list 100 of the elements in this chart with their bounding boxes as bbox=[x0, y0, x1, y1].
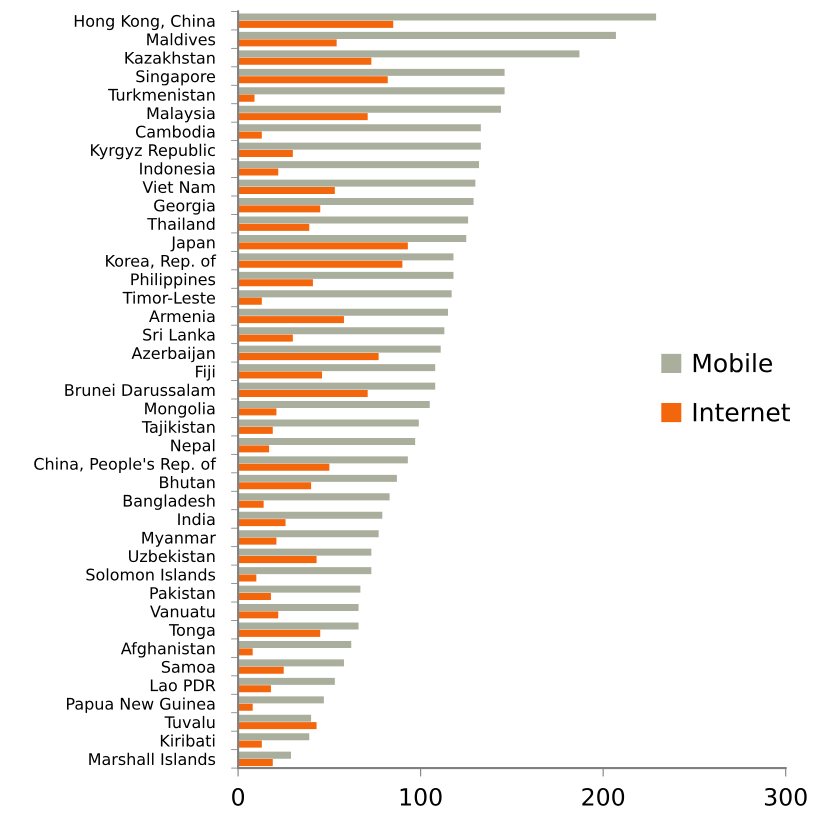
bar bbox=[238, 253, 454, 260]
y-tick-label: Indonesia bbox=[140, 162, 214, 175]
y-tick-label: Malaysia bbox=[148, 106, 214, 122]
bar bbox=[238, 205, 320, 212]
y-tick-label: Timor-Leste bbox=[122, 291, 216, 304]
bar bbox=[238, 512, 382, 519]
bar bbox=[238, 168, 278, 176]
y-tick-label: Hong Kong, China bbox=[74, 14, 214, 30]
bar bbox=[238, 242, 408, 250]
y-tick-label: Fiji bbox=[196, 365, 214, 381]
bar bbox=[238, 142, 481, 150]
bar bbox=[238, 464, 330, 471]
bar bbox=[238, 659, 344, 666]
bar bbox=[238, 438, 416, 445]
y-tick-label: Tajikistan bbox=[142, 420, 215, 436]
y-tick-label: Sri Lanka bbox=[143, 328, 214, 341]
bar bbox=[238, 390, 368, 397]
y-tick-label: Tuvalu bbox=[164, 716, 214, 728]
bar bbox=[238, 234, 466, 242]
y-tick-label: Philippines bbox=[131, 272, 216, 288]
bar bbox=[238, 279, 313, 286]
y-tick-label: Georgia bbox=[154, 199, 214, 215]
x-tick-label: 0 bbox=[232, 788, 244, 806]
y-tick-label: Papua New Guinea bbox=[67, 697, 214, 713]
bar bbox=[238, 704, 253, 711]
x-tick-label: 200 bbox=[582, 788, 624, 806]
bar bbox=[238, 260, 402, 268]
y-tick-label: Kyrgyz Republic bbox=[91, 144, 215, 160]
y-tick-label: Vanuatu bbox=[150, 606, 214, 618]
bar bbox=[238, 426, 273, 434]
bar bbox=[238, 722, 317, 730]
bar bbox=[238, 87, 505, 94]
y-tick-label: Mongolia bbox=[145, 402, 214, 418]
bar bbox=[238, 500, 264, 508]
bar bbox=[238, 298, 262, 305]
y-tick-label: Korea, Rep. of bbox=[106, 254, 216, 270]
bar bbox=[238, 445, 270, 452]
bar bbox=[238, 180, 476, 187]
y-tick-label: Uzbekistan bbox=[129, 550, 215, 562]
y-tick-label: Viet Nam bbox=[142, 180, 215, 194]
x-tick-label: 300 bbox=[764, 788, 807, 806]
bar bbox=[238, 622, 359, 630]
y-tick-label: Pakistan bbox=[150, 586, 215, 600]
bar bbox=[238, 586, 360, 593]
bar bbox=[238, 538, 276, 545]
bar bbox=[238, 106, 501, 113]
bar bbox=[238, 20, 394, 28]
y-tick-label: Marshall Islands bbox=[89, 752, 216, 766]
bar bbox=[238, 327, 444, 334]
y-tick-label: Brunei Darussalam bbox=[65, 384, 215, 396]
bar bbox=[238, 519, 286, 526]
bar bbox=[238, 39, 337, 46]
y-tick-label: Solomon Islands bbox=[86, 568, 216, 581]
bar bbox=[238, 13, 656, 20]
bar bbox=[238, 678, 335, 685]
bar bbox=[238, 648, 253, 656]
bar bbox=[238, 32, 616, 39]
legend-label: Internet bbox=[694, 403, 790, 422]
bar bbox=[238, 752, 292, 759]
bar bbox=[238, 714, 312, 722]
bar bbox=[238, 290, 452, 298]
bar bbox=[238, 482, 312, 490]
y-tick-label: Cambodia bbox=[136, 125, 214, 138]
bar bbox=[238, 68, 505, 76]
y-tick-label: China, People's Rep. of bbox=[34, 458, 216, 473]
bar bbox=[238, 124, 481, 132]
bar bbox=[238, 272, 454, 279]
y-tick-label: Bangladesh bbox=[124, 494, 215, 510]
bar bbox=[238, 666, 284, 674]
bar bbox=[238, 493, 390, 500]
bar bbox=[238, 567, 372, 574]
bar bbox=[238, 696, 324, 704]
y-tick-label: Afghanistan bbox=[120, 642, 215, 658]
y-tick-label: Thailand bbox=[147, 218, 214, 230]
y-tick-label: Samoa bbox=[162, 660, 214, 673]
y-tick-label: Kiribati bbox=[160, 734, 214, 747]
bar bbox=[238, 401, 430, 408]
y-tick-label: Turkmenistan bbox=[108, 88, 215, 101]
bar bbox=[238, 94, 255, 102]
bar bbox=[238, 113, 368, 120]
bar bbox=[238, 574, 256, 582]
bar bbox=[238, 198, 474, 206]
bar bbox=[238, 685, 271, 692]
bar bbox=[238, 186, 335, 194]
bar bbox=[238, 419, 419, 426]
bar bbox=[238, 308, 448, 316]
bar bbox=[238, 611, 278, 618]
y-tick-label: Kazakhstan bbox=[125, 52, 215, 64]
y-tick-label: Azerbaijan bbox=[132, 346, 215, 362]
bar bbox=[238, 76, 388, 84]
bar bbox=[238, 353, 379, 360]
bar bbox=[238, 372, 322, 379]
bar bbox=[238, 592, 271, 600]
bar bbox=[238, 640, 352, 648]
bar bbox=[238, 364, 436, 372]
bar bbox=[238, 334, 293, 342]
y-tick-label: Singapore bbox=[136, 70, 216, 86]
bar bbox=[238, 408, 276, 416]
x-tick-label: 100 bbox=[400, 788, 442, 806]
y-tick-label: Bhutan bbox=[160, 476, 215, 488]
